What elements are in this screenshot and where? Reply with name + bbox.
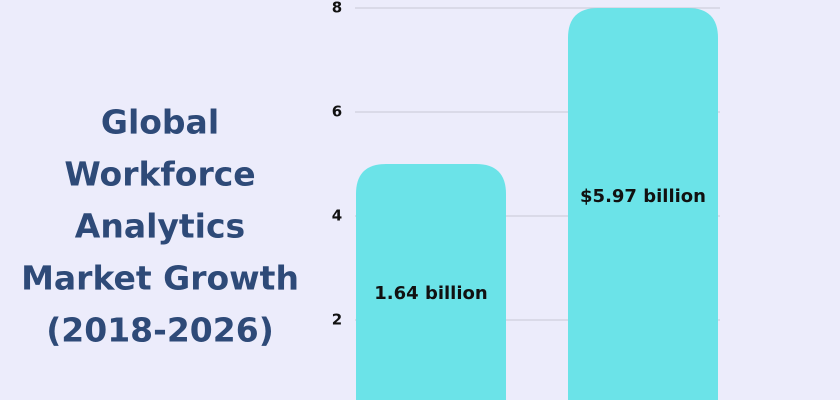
annotation: $5.97 billion xyxy=(580,186,706,207)
chart-title: Analytics xyxy=(75,207,245,246)
chart-title: (2018-2026) xyxy=(46,311,274,350)
chart-title: Global xyxy=(101,103,219,142)
annotation: 1.64 billion xyxy=(374,283,487,304)
chart-title: Workforce xyxy=(64,155,255,194)
y-tick-label: 2 xyxy=(332,311,342,329)
y-tick-label: 8 xyxy=(332,0,342,17)
y-tick-label: 4 xyxy=(332,207,342,225)
chart-title: Market Growth xyxy=(21,259,299,298)
bar xyxy=(356,164,506,400)
bar xyxy=(568,8,718,400)
y-tick-label: 6 xyxy=(332,103,342,121)
